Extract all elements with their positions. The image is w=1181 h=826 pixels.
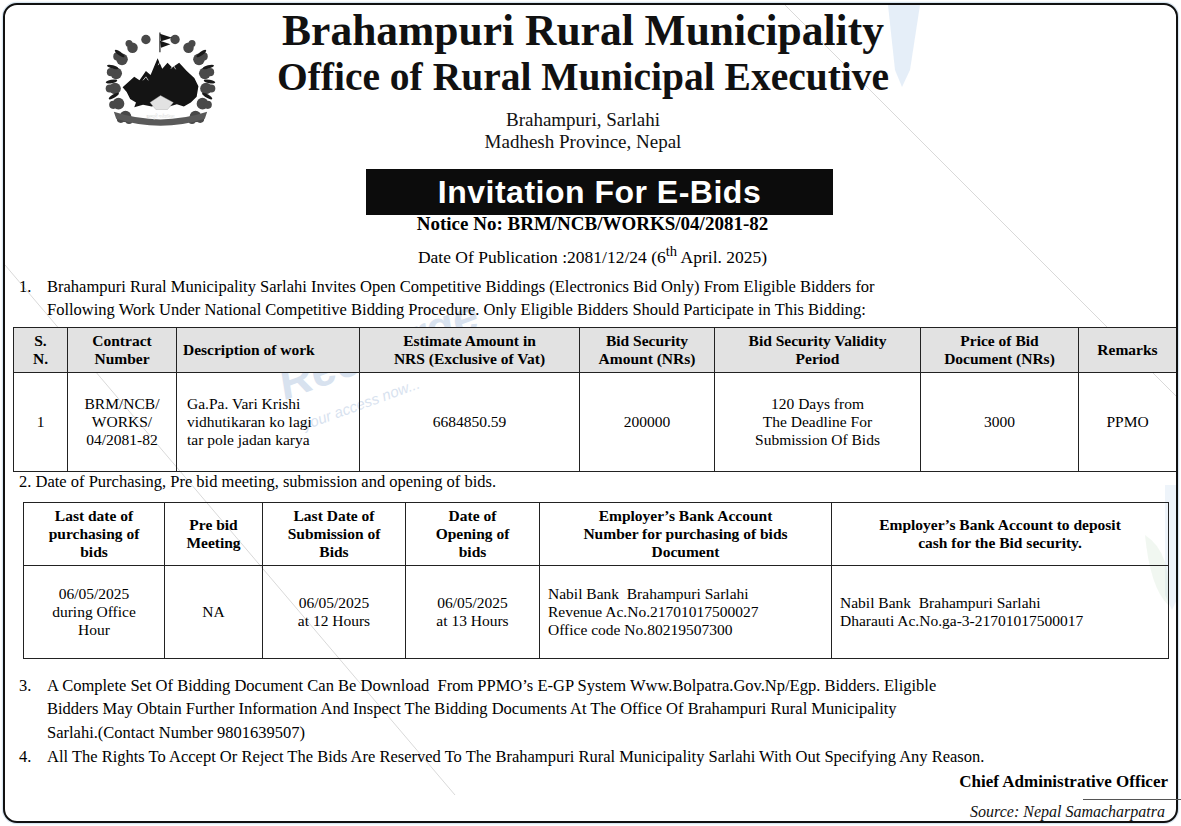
svg-text:ब्रहमपुरी गाउँपालिका: ब्रहमपुरी गाउँपालिका: [146, 113, 175, 120]
